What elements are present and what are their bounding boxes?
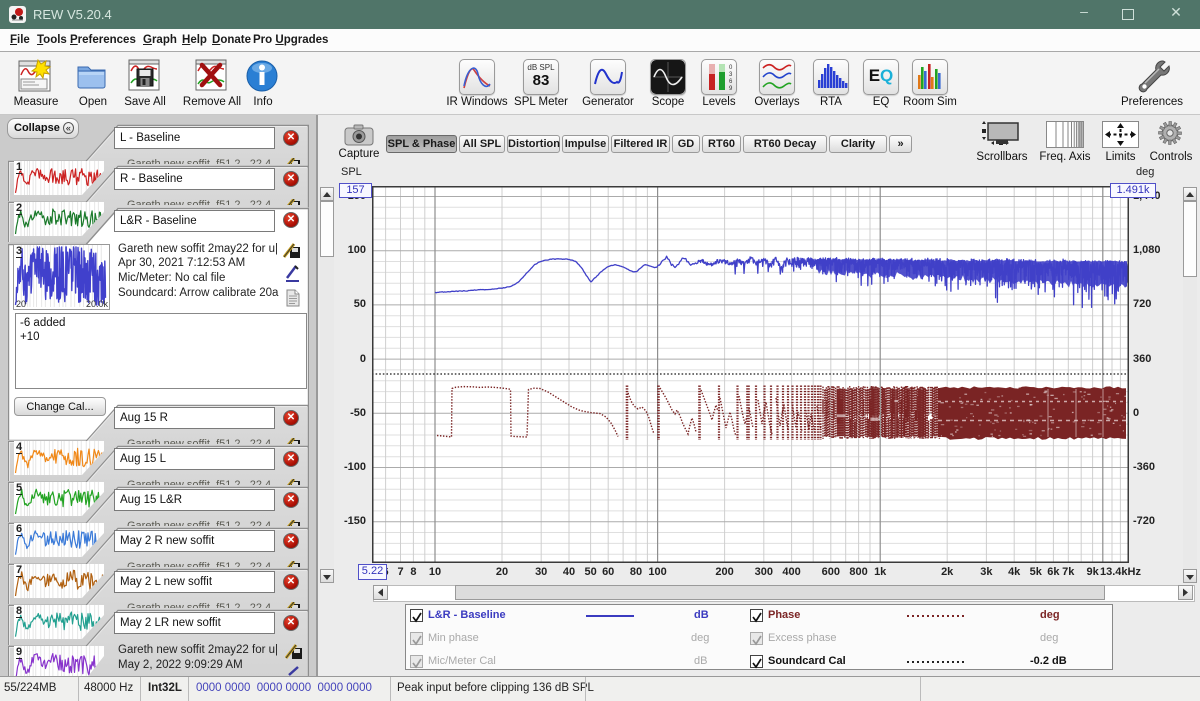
svg-text:0: 0 xyxy=(729,65,733,71)
svg-text:9: 9 xyxy=(729,86,733,92)
svg-text:6: 6 xyxy=(729,79,733,85)
svg-text:3: 3 xyxy=(729,72,733,78)
